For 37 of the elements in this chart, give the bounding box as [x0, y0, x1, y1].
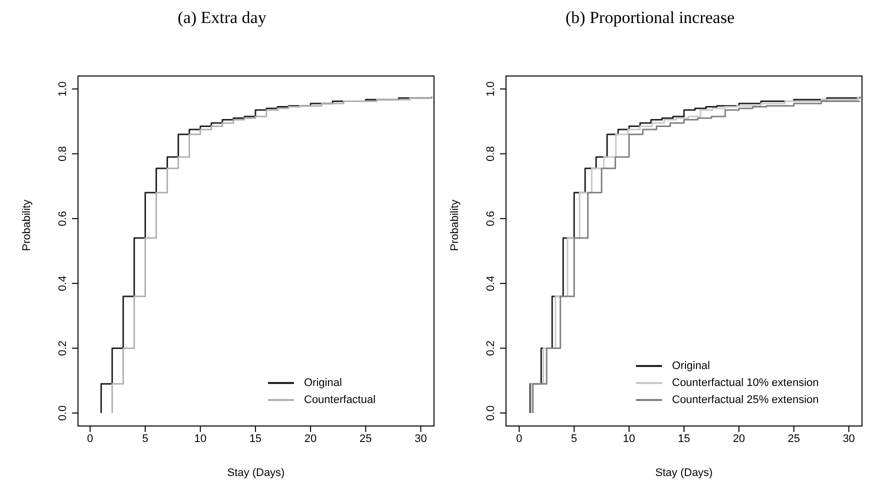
x-axis-title: Stay (Days): [227, 467, 285, 479]
x-tick-label: 30: [414, 432, 427, 445]
y-tick-label: 0.0: [485, 405, 497, 421]
legend-label: Original: [672, 360, 710, 372]
y-tick-label: 0.6: [57, 210, 69, 226]
y-tick-label: 0.2: [485, 340, 497, 356]
x-tick-label: 30: [842, 432, 855, 445]
x-tick-label: 10: [622, 432, 636, 445]
legend-label: Original: [304, 376, 342, 388]
y-tick-label: 1.0: [57, 81, 69, 97]
y-axis-title: Probability: [20, 199, 33, 251]
y-axis-title: Probability: [448, 199, 461, 251]
legend-label: Counterfactual: [304, 394, 376, 406]
x-tick-label: 25: [788, 432, 800, 445]
x-tick-label: 15: [678, 432, 690, 445]
y-tick-label: 0.6: [485, 210, 497, 226]
chart-title: (b) Proportional increase: [564, 8, 736, 29]
y-tick-label: 0.4: [485, 276, 497, 292]
x-tick-label: 0: [516, 432, 522, 445]
legend-label: Counterfactual 25% extension: [672, 394, 819, 406]
x-tick-label: 25: [360, 432, 372, 445]
x-tick-label: 15: [249, 432, 262, 445]
x-tick-label: 5: [571, 432, 578, 445]
x-tick-label: 20: [732, 432, 746, 445]
chart-title: (a) Extra day: [176, 8, 268, 29]
y-tick-label: 0.8: [57, 146, 69, 162]
x-tick-label: 20: [304, 432, 317, 445]
x-axis-title: Stay (Days): [655, 467, 713, 479]
y-tick-label: 0.0: [57, 405, 69, 421]
x-tick-label: 5: [142, 432, 148, 445]
x-tick-label: 10: [194, 432, 206, 445]
x-tick-label: 0: [87, 432, 94, 445]
y-tick-label: 0.2: [57, 340, 69, 356]
y-tick-label: 0.4: [57, 276, 69, 292]
legend-label: Counterfactual 10% extension: [672, 376, 819, 388]
y-tick-label: 0.8: [485, 146, 497, 162]
y-tick-label: 1.0: [485, 81, 497, 97]
